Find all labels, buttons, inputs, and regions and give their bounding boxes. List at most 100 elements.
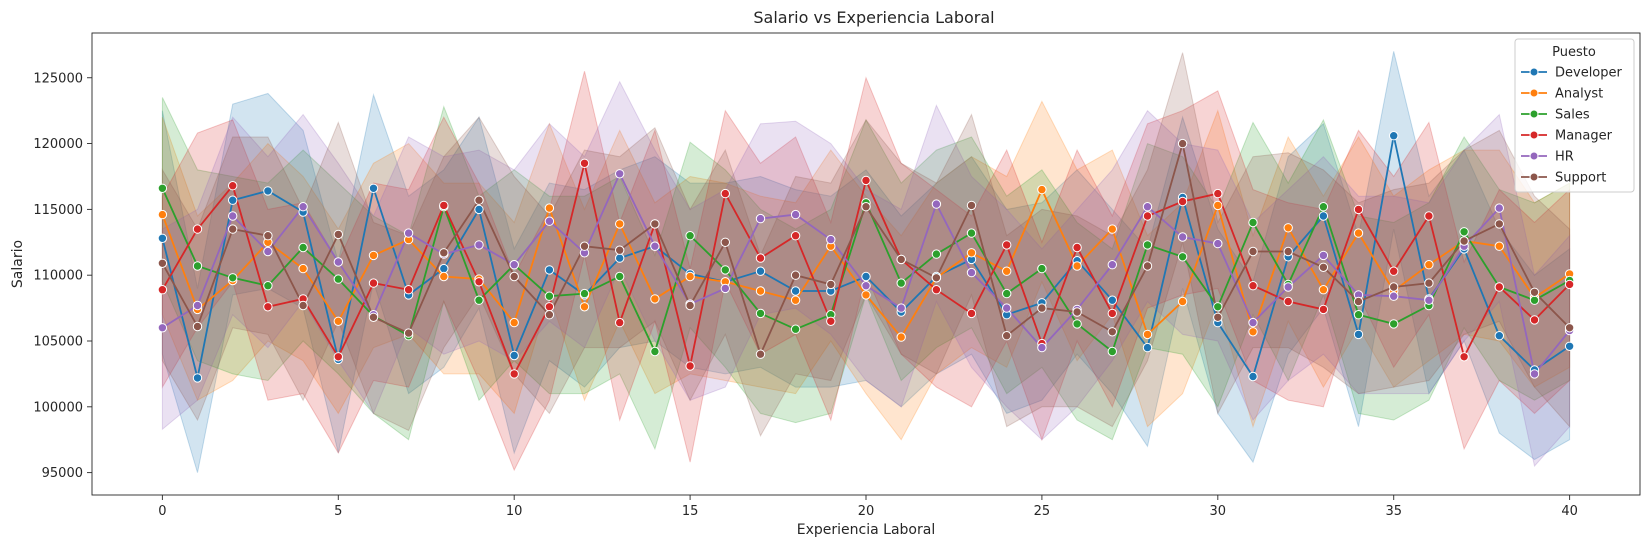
- point-manager: [579, 158, 590, 169]
- point-support: [1177, 138, 1188, 149]
- x-tick-label: 20: [858, 504, 875, 519]
- x-tick-label: 40: [1561, 504, 1578, 519]
- x-tick-label: 5: [334, 504, 342, 519]
- point-hr: [263, 246, 273, 257]
- point-manager: [1002, 240, 1012, 250]
- point-analyst: [615, 219, 625, 229]
- legend-marker-developer: [1529, 67, 1539, 77]
- point-developer: [544, 265, 555, 275]
- y-tick-label: 115000: [33, 203, 83, 218]
- point-sales: [685, 231, 695, 241]
- point-manager: [966, 308, 977, 319]
- point-sales: [474, 295, 484, 305]
- point-manager: [1494, 282, 1505, 292]
- y-axis-ticks: 95000 100000 105000 110000 115000 120000 12500…: [33, 71, 92, 481]
- point-analyst: [509, 317, 519, 328]
- legend-label-developer: Developer: [1555, 66, 1623, 81]
- legend-title: Puesto: [1552, 45, 1596, 60]
- point-hr: [228, 211, 238, 221]
- point-sales: [333, 274, 343, 284]
- legend-items: Developer Analyst Sales Manager HR Support: [1521, 66, 1623, 186]
- point-hr: [861, 281, 871, 291]
- point-support: [861, 202, 871, 212]
- point-developer: [1248, 371, 1258, 382]
- point-manager: [333, 352, 343, 362]
- point-sales: [1529, 295, 1540, 305]
- point-analyst: [1002, 266, 1012, 276]
- point-developer: [1107, 295, 1118, 305]
- point-hr: [931, 199, 942, 209]
- point-analyst: [1072, 261, 1082, 271]
- point-hr: [1283, 282, 1293, 292]
- point-support: [1002, 331, 1012, 341]
- point-manager: [1248, 281, 1258, 291]
- point-developer: [1353, 329, 1364, 340]
- point-manager: [368, 278, 379, 288]
- point-manager: [685, 361, 695, 371]
- point-developer: [861, 271, 871, 282]
- y-tick-label: 125000: [33, 71, 83, 86]
- point-hr: [192, 300, 203, 311]
- point-sales: [931, 249, 942, 259]
- x-tick-label: 10: [506, 504, 523, 519]
- point-sales: [263, 281, 273, 291]
- point-sales: [966, 228, 977, 238]
- point-manager: [826, 316, 836, 326]
- point-analyst: [1248, 327, 1258, 337]
- point-hr: [1107, 260, 1118, 270]
- point-manager: [1177, 196, 1188, 207]
- point-sales: [579, 288, 590, 299]
- point-hr: [298, 202, 308, 212]
- point-support: [544, 310, 555, 320]
- point-support: [298, 300, 308, 311]
- y-axis-label: Salario: [10, 240, 26, 288]
- point-support: [720, 237, 730, 248]
- point-analyst: [896, 332, 906, 342]
- point-sales: [1459, 227, 1469, 237]
- point-hr: [1213, 238, 1223, 249]
- point-developer: [368, 183, 379, 194]
- point-hr: [650, 241, 660, 251]
- point-hr: [896, 303, 906, 313]
- point-hr: [1177, 232, 1188, 242]
- point-sales: [157, 183, 168, 194]
- x-tick-label: 15: [682, 504, 699, 519]
- point-sales: [1248, 217, 1258, 228]
- point-hr: [1037, 342, 1047, 353]
- point-hr: [333, 257, 343, 267]
- point-analyst: [1142, 329, 1153, 340]
- legend-label-hr: HR: [1555, 150, 1574, 165]
- chart-title: Salario vs Experiencia Laboral: [753, 8, 994, 27]
- point-support: [228, 224, 238, 234]
- point-manager: [1459, 352, 1469, 362]
- legend-marker-manager: [1529, 130, 1539, 140]
- point-analyst: [1494, 241, 1505, 251]
- point-support: [1072, 307, 1082, 317]
- point-hr: [403, 228, 414, 238]
- point-support: [615, 245, 625, 255]
- legend-marker-analyst: [1529, 88, 1539, 98]
- point-hr: [509, 260, 519, 270]
- point-hr: [1142, 202, 1153, 212]
- point-hr: [790, 209, 801, 220]
- point-analyst: [1283, 223, 1293, 233]
- point-support: [263, 231, 273, 241]
- point-manager: [861, 175, 871, 186]
- point-support: [1494, 219, 1505, 229]
- y-tick-label: 105000: [33, 335, 83, 350]
- point-manager: [1283, 296, 1293, 307]
- point-manager: [474, 277, 484, 287]
- point-manager: [263, 302, 273, 312]
- band-support: [161, 52, 1571, 438]
- point-hr: [1389, 291, 1399, 301]
- point-support: [826, 279, 836, 290]
- point-support: [579, 241, 590, 251]
- point-support: [1529, 287, 1540, 297]
- point-support: [1564, 323, 1575, 333]
- legend-marker-hr: [1529, 151, 1539, 161]
- point-analyst: [650, 294, 660, 304]
- point-developer: [474, 204, 484, 215]
- point-hr: [544, 216, 555, 226]
- point-manager: [790, 231, 801, 241]
